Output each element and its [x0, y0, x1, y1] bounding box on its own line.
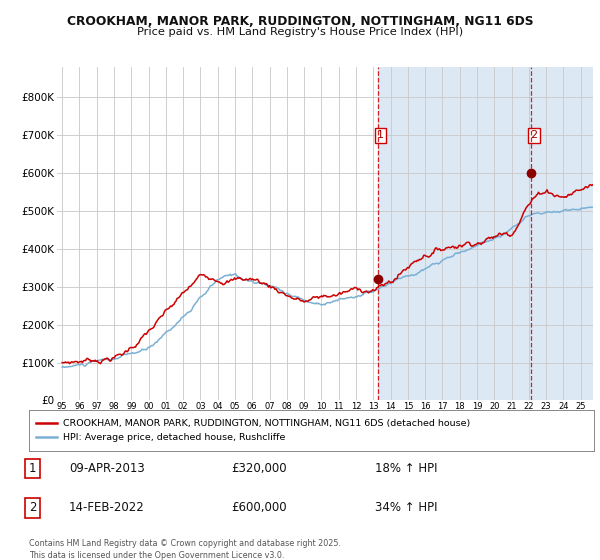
Text: Price paid vs. HM Land Registry's House Price Index (HPI): Price paid vs. HM Land Registry's House …	[137, 27, 463, 37]
Text: 1: 1	[29, 462, 36, 475]
Text: 2: 2	[530, 130, 537, 141]
Text: 1: 1	[377, 130, 384, 141]
Text: 2: 2	[29, 501, 36, 514]
Text: CROOKHAM, MANOR PARK, RUDDINGTON, NOTTINGHAM, NG11 6DS: CROOKHAM, MANOR PARK, RUDDINGTON, NOTTIN…	[67, 15, 533, 27]
Text: 14-FEB-2022: 14-FEB-2022	[69, 501, 145, 514]
Legend: CROOKHAM, MANOR PARK, RUDDINGTON, NOTTINGHAM, NG11 6DS (detached house), HPI: Av: CROOKHAM, MANOR PARK, RUDDINGTON, NOTTIN…	[32, 416, 474, 446]
Text: £320,000: £320,000	[231, 462, 287, 475]
Text: 09-APR-2013: 09-APR-2013	[69, 462, 145, 475]
Text: 18% ↑ HPI: 18% ↑ HPI	[375, 462, 437, 475]
Text: Contains HM Land Registry data © Crown copyright and database right 2025.
This d: Contains HM Land Registry data © Crown c…	[29, 539, 341, 559]
Bar	[378, 67, 593, 400]
Text: 34% ↑ HPI: 34% ↑ HPI	[375, 501, 437, 514]
Text: £600,000: £600,000	[231, 501, 287, 514]
